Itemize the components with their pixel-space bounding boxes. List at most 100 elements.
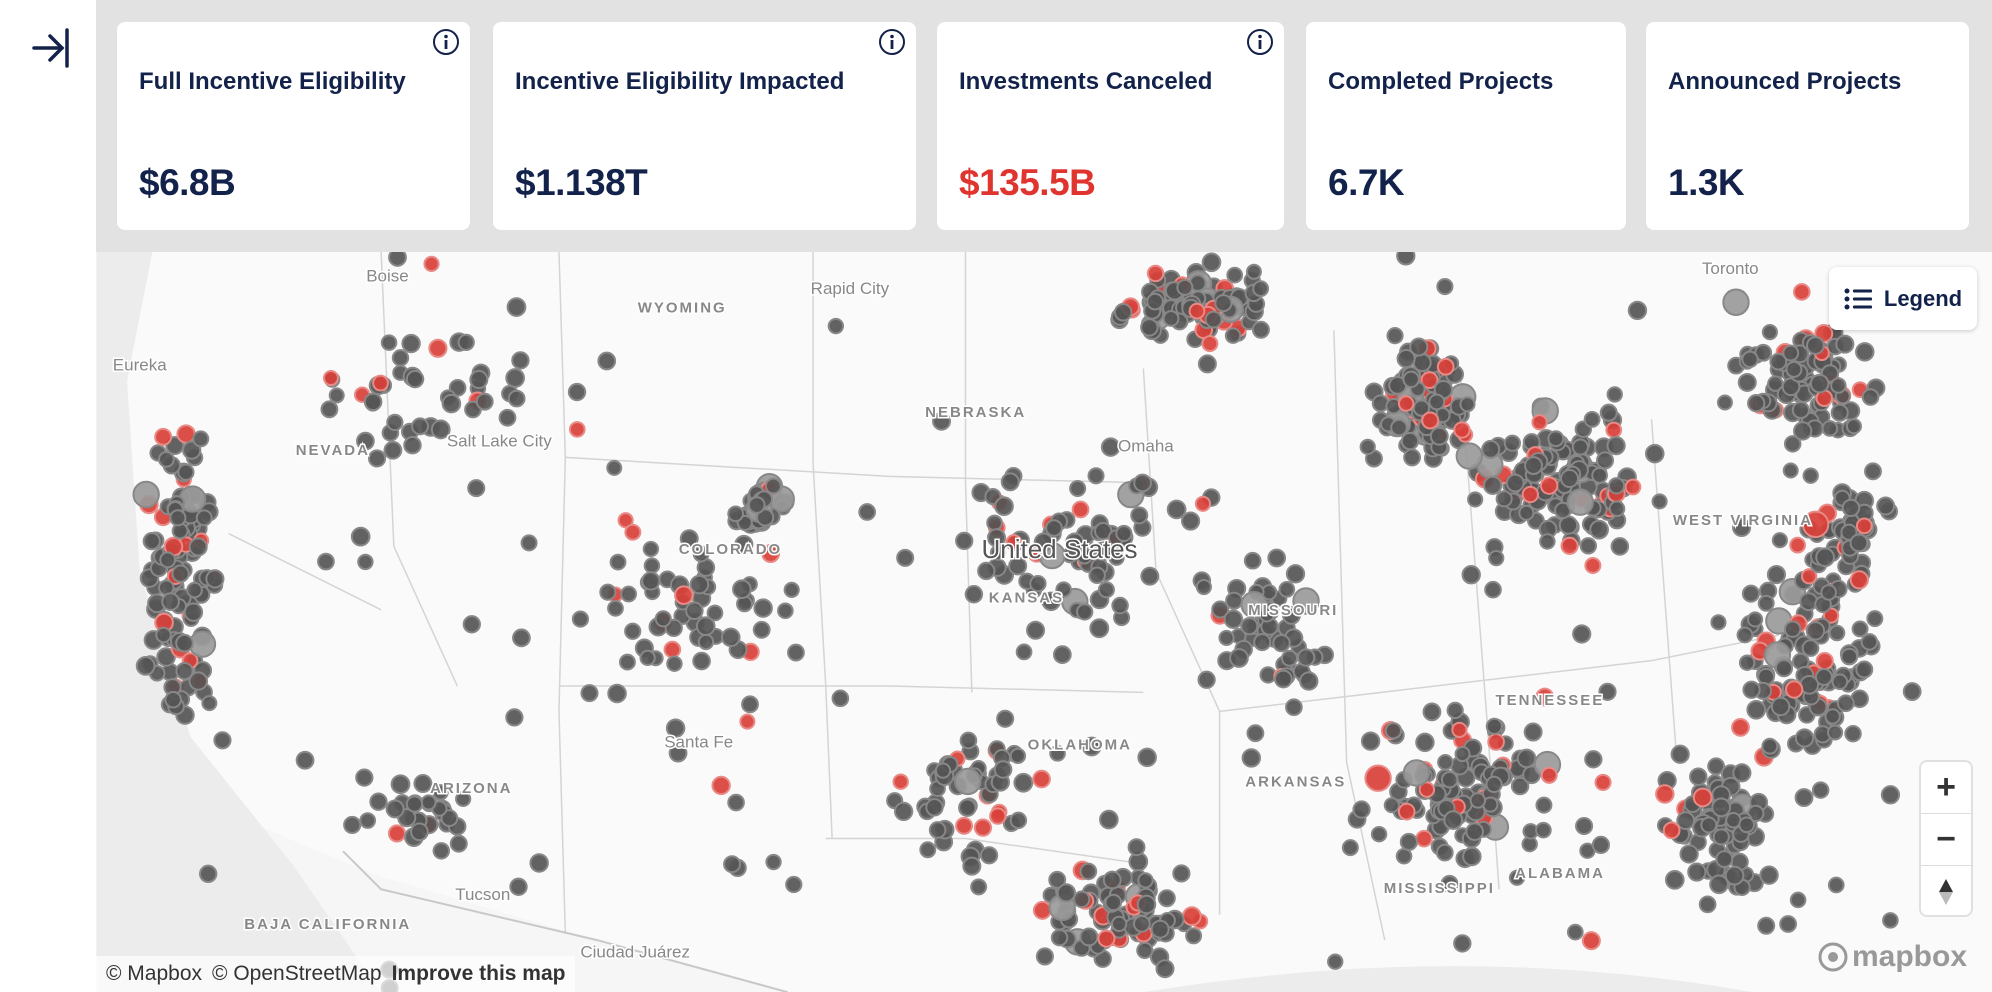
project-marker[interactable]: [1056, 883, 1076, 903]
project-marker[interactable]: [1539, 533, 1556, 550]
project-marker[interactable]: [1285, 564, 1306, 584]
project-marker[interactable]: [188, 671, 208, 691]
project-marker[interactable]: [505, 708, 524, 727]
project-marker[interactable]: [1055, 581, 1072, 598]
project-marker[interactable]: [355, 768, 374, 787]
project-marker[interactable]: [666, 655, 683, 672]
project-marker[interactable]: [1201, 252, 1222, 273]
project-marker[interactable]: [1102, 870, 1122, 890]
project-marker[interactable]: [1005, 534, 1023, 552]
project-marker[interactable]: [403, 435, 422, 455]
project-marker[interactable]: [642, 540, 660, 558]
project-marker[interactable]: [654, 610, 672, 628]
project-marker[interactable]: [1015, 643, 1033, 661]
project-marker[interactable]: [1000, 472, 1020, 492]
project-marker[interactable]: [1572, 624, 1592, 644]
project-marker[interactable]: [385, 799, 405, 819]
project-marker[interactable]: [1050, 928, 1069, 947]
project-marker[interactable]: [1081, 736, 1102, 757]
project-marker[interactable]: [155, 626, 172, 644]
project-marker[interactable]: [1581, 931, 1601, 951]
project-marker[interactable]: [1523, 722, 1543, 742]
project-marker[interactable]: [1855, 660, 1874, 679]
project-marker[interactable]: [928, 821, 947, 839]
project-marker[interactable]: [919, 841, 937, 859]
project-marker[interactable]: [1746, 611, 1764, 628]
project-marker[interactable]: [679, 529, 699, 549]
project-marker[interactable]: [1785, 360, 1803, 378]
project-marker[interactable]: [1560, 469, 1580, 489]
legend-button[interactable]: Legend: [1829, 267, 1977, 330]
project-marker[interactable]: [363, 392, 383, 412]
project-marker[interactable]: [955, 816, 974, 835]
project-marker[interactable]: [697, 633, 715, 651]
project-marker[interactable]: [1521, 485, 1539, 504]
project-marker[interactable]: [1075, 547, 1094, 565]
project-marker[interactable]: [1137, 872, 1154, 889]
project-marker[interactable]: [1741, 350, 1759, 368]
project-marker[interactable]: [1113, 303, 1133, 322]
project-marker[interactable]: [328, 387, 345, 404]
project-marker[interactable]: [1801, 639, 1820, 657]
project-marker[interactable]: [1802, 467, 1819, 484]
project-marker[interactable]: [1732, 517, 1752, 538]
map[interactable]: WYOMING Rapid City NEBRASKA United States KA…: [96, 252, 1992, 992]
project-marker[interactable]: [1155, 959, 1175, 979]
project-marker[interactable]: [175, 633, 194, 653]
project-marker[interactable]: [1880, 785, 1901, 805]
project-marker[interactable]: [783, 581, 800, 598]
project-marker[interactable]: [1503, 434, 1522, 452]
project-marker[interactable]: [1032, 900, 1052, 920]
project-marker[interactable]: [1624, 478, 1642, 496]
project-marker[interactable]: [1584, 556, 1602, 574]
project-marker[interactable]: [1243, 551, 1262, 570]
project-marker[interactable]: [1415, 829, 1433, 848]
project-marker[interactable]: [1741, 584, 1760, 603]
project-marker[interactable]: [1133, 915, 1151, 933]
project-marker[interactable]: [1176, 278, 1194, 296]
project-marker[interactable]: [1297, 648, 1316, 667]
project-marker[interactable]: [1722, 288, 1750, 316]
project-marker[interactable]: [390, 774, 411, 795]
project-marker[interactable]: [1076, 603, 1094, 621]
project-marker[interactable]: [1505, 473, 1525, 493]
project-marker[interactable]: [467, 479, 486, 498]
project-marker[interactable]: [777, 602, 794, 620]
project-marker[interactable]: [1440, 771, 1459, 789]
project-marker[interactable]: [1731, 717, 1750, 737]
project-marker[interactable]: [164, 691, 182, 709]
project-marker[interactable]: [1707, 757, 1726, 776]
project-marker[interactable]: [1805, 621, 1826, 641]
project-marker[interactable]: [1009, 747, 1027, 765]
project-marker[interactable]: [1111, 596, 1129, 615]
project-marker[interactable]: [1700, 816, 1718, 834]
project-marker[interactable]: [1370, 825, 1388, 843]
project-marker[interactable]: [1560, 536, 1579, 555]
project-marker[interactable]: [1864, 462, 1882, 481]
project-marker[interactable]: [1223, 609, 1244, 629]
project-marker[interactable]: [1462, 846, 1482, 867]
project-marker[interactable]: [1341, 839, 1359, 857]
project-marker[interactable]: [959, 731, 978, 750]
project-marker[interactable]: [1359, 438, 1376, 456]
project-marker[interactable]: [1029, 574, 1047, 593]
project-marker[interactable]: [1088, 566, 1106, 584]
project-marker[interactable]: [1579, 537, 1598, 555]
project-marker[interactable]: [1849, 570, 1869, 590]
zoom-in[interactable]: +: [1921, 762, 1971, 814]
project-marker[interactable]: [1397, 395, 1415, 412]
sidebar-toggle[interactable]: [0, 0, 96, 96]
project-marker[interactable]: [1397, 802, 1416, 821]
project-marker[interactable]: [739, 713, 756, 730]
project-marker[interactable]: [1809, 373, 1830, 394]
project-marker[interactable]: [199, 864, 218, 884]
project-marker[interactable]: [469, 370, 489, 390]
project-marker[interactable]: [1774, 659, 1794, 678]
project-marker[interactable]: [135, 656, 156, 676]
project-marker[interactable]: [1278, 581, 1296, 598]
project-marker[interactable]: [161, 592, 180, 612]
project-marker[interactable]: [405, 795, 424, 813]
project-marker[interactable]: [1591, 835, 1611, 855]
project-marker[interactable]: [1180, 511, 1201, 531]
project-marker[interactable]: [692, 545, 710, 563]
